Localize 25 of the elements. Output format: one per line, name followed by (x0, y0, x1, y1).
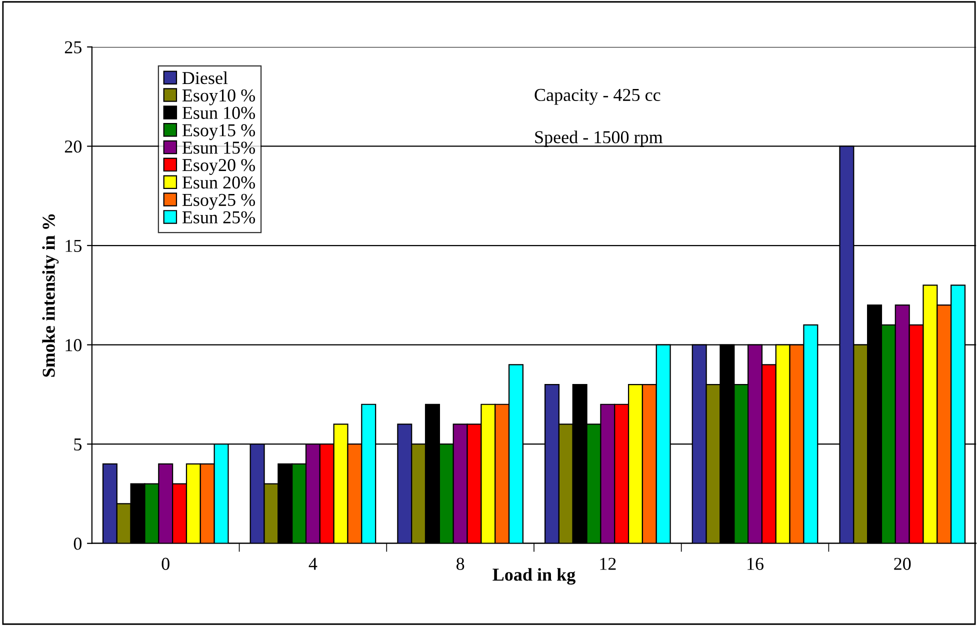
y-axis-title: Smoke intensity in % (42, 214, 59, 377)
x-tick-label: 12 (600, 558, 616, 570)
y-tick-label: 15 (66, 240, 82, 252)
legend-label: Esun 25% (182, 211, 256, 224)
y-tick-label: 10 (66, 339, 82, 352)
y-tick-label: 25 (64, 41, 82, 54)
x-tick-label: 20 (894, 558, 911, 570)
x-tick-label: 4 (308, 558, 318, 570)
legend-label: Esoy20 % (182, 158, 256, 175)
x-axis-title: Load in kg (492, 568, 576, 585)
legend-label: Esoy15 % (182, 124, 256, 140)
annotation: Capacity - 425 cc (534, 88, 660, 105)
legend-label: Diesel (182, 71, 228, 84)
legend-label: Esoy10 % (182, 89, 256, 106)
y-tick-label: 5 (74, 438, 82, 451)
x-tick-label: 8 (456, 558, 464, 570)
x-tick-label: 16 (748, 558, 764, 570)
legend-label: Esun 10% (182, 106, 256, 120)
legend-label: Esoy25 % (182, 194, 256, 210)
y-tick-label: 20 (64, 140, 82, 153)
legend-label: Esun 15% (182, 142, 256, 154)
legend-label: Esun 20% (182, 176, 256, 189)
y-tick-label: 0 (74, 538, 82, 550)
annotation: Speed - 1500 rpm (535, 130, 663, 147)
x-tick-label: 0 (162, 558, 170, 570)
